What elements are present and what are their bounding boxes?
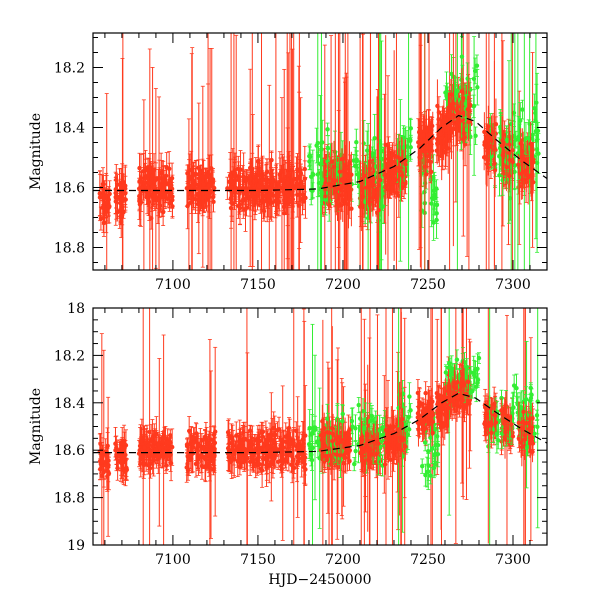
data-point bbox=[371, 182, 375, 186]
data-point bbox=[460, 54, 464, 58]
data-point bbox=[390, 181, 394, 185]
data-point bbox=[346, 202, 350, 206]
data-point bbox=[434, 218, 438, 222]
data-point bbox=[316, 154, 320, 158]
data-point bbox=[267, 193, 271, 197]
data-point bbox=[309, 175, 313, 179]
data-point bbox=[164, 165, 168, 169]
data-point bbox=[365, 148, 369, 152]
data-point bbox=[211, 200, 215, 204]
data-point bbox=[156, 198, 160, 202]
data-point bbox=[256, 159, 260, 163]
data-point bbox=[201, 175, 205, 179]
data-point bbox=[423, 138, 427, 142]
data-point bbox=[343, 167, 347, 171]
data-point bbox=[161, 210, 165, 214]
data-point bbox=[139, 176, 143, 180]
data-point bbox=[187, 201, 191, 205]
data-point bbox=[392, 170, 396, 174]
data-point bbox=[145, 189, 149, 193]
data-point bbox=[475, 64, 479, 68]
data-point bbox=[270, 183, 274, 187]
data-point bbox=[194, 172, 198, 176]
data-point bbox=[118, 188, 122, 192]
data-point bbox=[187, 175, 191, 179]
data-point bbox=[118, 214, 122, 218]
data-point bbox=[364, 186, 368, 190]
data-point bbox=[500, 178, 504, 182]
data-point bbox=[408, 139, 412, 143]
data-point bbox=[354, 140, 358, 144]
data-point bbox=[325, 127, 329, 131]
data-point bbox=[243, 207, 247, 211]
data-point bbox=[361, 194, 365, 198]
data-point bbox=[431, 176, 435, 180]
data-point bbox=[534, 129, 538, 133]
data-point bbox=[287, 172, 291, 176]
data-point bbox=[299, 184, 303, 188]
data-point bbox=[349, 207, 353, 211]
data-point bbox=[516, 151, 520, 155]
data-point bbox=[397, 165, 401, 169]
data-point bbox=[169, 183, 173, 187]
data-point bbox=[385, 175, 389, 179]
data-point bbox=[343, 186, 347, 190]
data-point bbox=[514, 137, 518, 141]
data-point bbox=[265, 183, 269, 187]
data-point bbox=[293, 177, 297, 181]
data-point bbox=[160, 169, 164, 173]
data-point bbox=[418, 138, 422, 142]
data-point bbox=[319, 147, 323, 151]
data-point bbox=[316, 141, 320, 145]
data-point bbox=[303, 167, 307, 171]
data-point bbox=[317, 181, 321, 185]
data-point bbox=[228, 174, 232, 178]
data-point bbox=[423, 165, 427, 169]
data-point bbox=[107, 204, 111, 208]
data-point bbox=[269, 158, 273, 162]
data-point bbox=[429, 170, 433, 174]
data-point bbox=[422, 133, 426, 137]
data-point bbox=[332, 164, 336, 168]
data-point bbox=[367, 166, 371, 170]
data-point bbox=[367, 200, 371, 204]
data-point bbox=[121, 191, 125, 195]
data-point bbox=[377, 183, 381, 187]
data-point bbox=[104, 201, 108, 205]
data-point bbox=[460, 84, 464, 88]
data-point bbox=[148, 181, 152, 185]
data-point bbox=[238, 202, 242, 206]
data-point bbox=[386, 187, 390, 191]
data-point bbox=[327, 203, 331, 207]
data-point bbox=[375, 199, 379, 203]
data-point bbox=[307, 159, 311, 163]
data-point bbox=[113, 191, 117, 195]
data-point bbox=[358, 205, 362, 209]
data-point bbox=[403, 181, 407, 185]
data-point bbox=[229, 206, 233, 210]
data-point bbox=[302, 199, 306, 203]
data-point bbox=[335, 202, 339, 206]
data-point bbox=[236, 177, 240, 181]
data-point bbox=[206, 194, 210, 198]
data-point bbox=[353, 164, 357, 168]
data-point bbox=[233, 171, 237, 175]
data-point bbox=[140, 185, 144, 189]
data-point bbox=[320, 140, 324, 144]
data-point bbox=[475, 85, 479, 89]
data-point bbox=[244, 193, 248, 197]
data-point bbox=[428, 142, 432, 146]
data-point bbox=[394, 154, 398, 158]
data-point bbox=[196, 202, 200, 206]
data-point bbox=[196, 166, 200, 170]
data-point bbox=[434, 186, 438, 190]
data-point bbox=[262, 209, 266, 213]
data-point bbox=[260, 186, 264, 190]
data-point bbox=[527, 122, 531, 126]
data-point bbox=[508, 196, 512, 200]
data-point bbox=[98, 191, 102, 195]
data-point bbox=[278, 175, 282, 179]
